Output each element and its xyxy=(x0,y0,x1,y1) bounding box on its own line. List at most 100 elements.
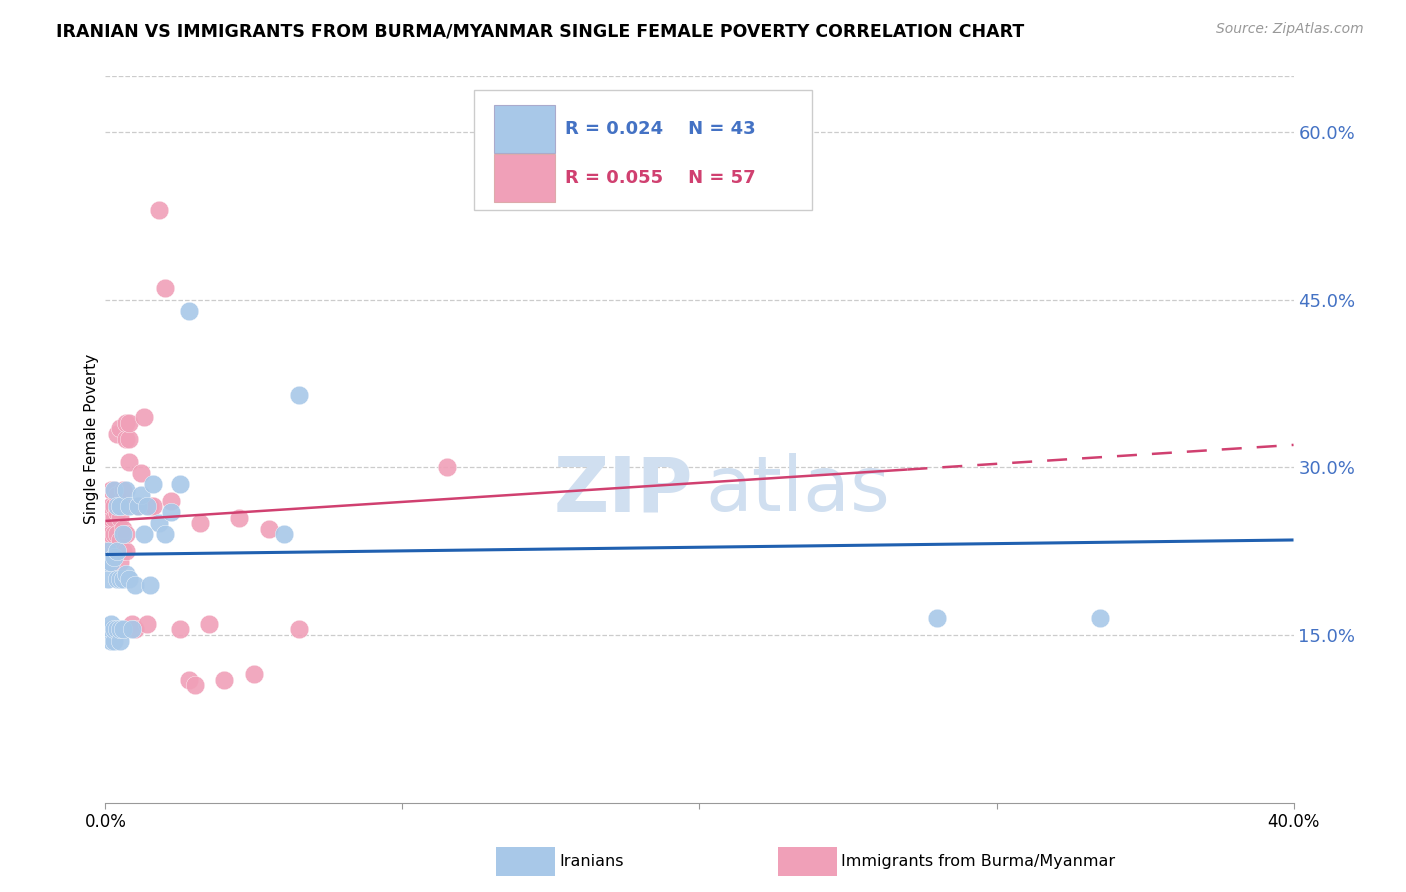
Point xyxy=(105,488,128,502)
Text: Source: ZipAtlas.com: Source: ZipAtlas.com xyxy=(1216,22,1364,37)
Text: atlas: atlas xyxy=(706,453,890,527)
Point xyxy=(142,477,165,491)
Point xyxy=(105,623,128,637)
Point xyxy=(103,623,125,637)
Point xyxy=(105,500,128,514)
Point xyxy=(97,544,120,558)
Point xyxy=(103,549,125,564)
Point xyxy=(100,555,122,569)
Point xyxy=(127,500,149,514)
Point xyxy=(436,460,458,475)
Text: R = 0.055    N = 57: R = 0.055 N = 57 xyxy=(565,169,756,186)
Point xyxy=(115,433,138,447)
Point xyxy=(115,544,138,558)
Point xyxy=(287,387,309,401)
Point xyxy=(103,500,125,514)
Point xyxy=(243,667,266,681)
Point xyxy=(110,623,132,637)
Point xyxy=(112,623,135,637)
Point xyxy=(97,555,120,569)
Point xyxy=(103,483,125,497)
Point xyxy=(103,483,125,497)
Point xyxy=(214,673,236,687)
Point xyxy=(273,527,295,541)
Point xyxy=(177,673,200,687)
FancyBboxPatch shape xyxy=(494,153,554,202)
Point xyxy=(103,510,125,524)
Point xyxy=(100,633,122,648)
Point xyxy=(110,510,132,524)
Point xyxy=(112,483,135,497)
Point xyxy=(139,578,162,592)
Point xyxy=(136,616,159,631)
Point xyxy=(110,500,132,514)
FancyBboxPatch shape xyxy=(474,90,813,211)
Point xyxy=(148,516,170,531)
Point xyxy=(112,572,135,586)
Point xyxy=(124,623,146,637)
Point xyxy=(110,533,132,547)
Point xyxy=(112,500,135,514)
Point xyxy=(115,416,138,430)
Point xyxy=(100,616,122,631)
Point xyxy=(132,527,155,541)
Point xyxy=(105,527,128,541)
Point xyxy=(190,516,212,531)
Point xyxy=(112,522,135,536)
Point xyxy=(177,303,200,318)
Point xyxy=(124,578,146,592)
Point xyxy=(103,633,125,648)
Point xyxy=(110,500,132,514)
Point xyxy=(100,555,122,569)
Point xyxy=(121,623,143,637)
Text: IRANIAN VS IMMIGRANTS FROM BURMA/MYANMAR SINGLE FEMALE POVERTY CORRELATION CHART: IRANIAN VS IMMIGRANTS FROM BURMA/MYANMAR… xyxy=(56,22,1025,40)
Point xyxy=(103,544,125,558)
Point xyxy=(132,409,155,424)
Text: R = 0.024    N = 43: R = 0.024 N = 43 xyxy=(565,120,756,138)
Point xyxy=(110,421,132,435)
Point xyxy=(112,544,135,558)
Point xyxy=(142,500,165,514)
Point xyxy=(136,500,159,514)
Point xyxy=(97,533,120,547)
Point xyxy=(118,416,141,430)
Point xyxy=(97,544,120,558)
FancyBboxPatch shape xyxy=(494,105,554,153)
Point xyxy=(159,505,181,519)
Point xyxy=(121,616,143,631)
Point xyxy=(148,202,170,217)
Point xyxy=(100,483,122,497)
Point xyxy=(1090,611,1112,625)
Point xyxy=(169,623,191,637)
Point xyxy=(105,572,128,586)
Point xyxy=(100,623,122,637)
Point xyxy=(153,281,176,295)
Point xyxy=(118,455,141,469)
Point xyxy=(115,566,138,581)
Y-axis label: Single Female Poverty: Single Female Poverty xyxy=(83,354,98,524)
Point xyxy=(115,483,138,497)
Point xyxy=(97,516,120,531)
Point xyxy=(139,500,162,514)
Point xyxy=(103,527,125,541)
Point xyxy=(97,555,120,569)
Point xyxy=(228,510,250,524)
Point xyxy=(100,510,122,524)
Point xyxy=(110,633,132,648)
Point xyxy=(105,505,128,519)
Point xyxy=(105,426,128,441)
Point xyxy=(105,544,128,558)
Text: ZIP: ZIP xyxy=(554,453,693,527)
Point xyxy=(129,488,152,502)
Text: Immigrants from Burma/Myanmar: Immigrants from Burma/Myanmar xyxy=(841,855,1115,869)
Point xyxy=(105,544,128,558)
Point xyxy=(127,500,149,514)
Point xyxy=(110,555,132,569)
Text: Iranians: Iranians xyxy=(560,855,624,869)
Point xyxy=(129,466,152,480)
Point xyxy=(927,611,949,625)
Point xyxy=(153,527,176,541)
Point xyxy=(97,572,120,586)
Point xyxy=(118,572,141,586)
Point xyxy=(257,522,280,536)
